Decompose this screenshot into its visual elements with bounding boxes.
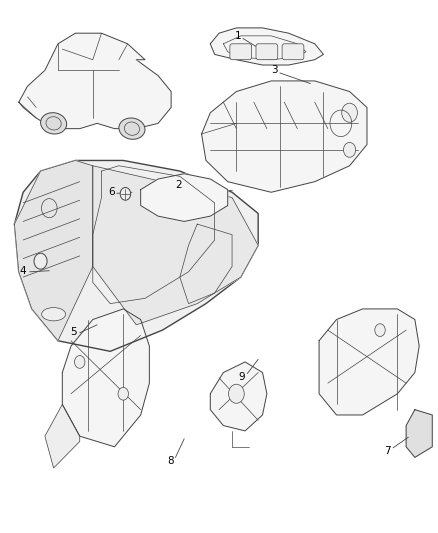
FancyBboxPatch shape	[230, 44, 252, 60]
Polygon shape	[45, 405, 80, 468]
Ellipse shape	[41, 112, 67, 134]
Circle shape	[34, 253, 47, 269]
Polygon shape	[141, 174, 228, 221]
Circle shape	[118, 387, 128, 400]
Text: 2: 2	[176, 180, 182, 190]
Circle shape	[120, 188, 131, 200]
Circle shape	[229, 384, 244, 403]
Text: 9: 9	[238, 372, 245, 382]
Circle shape	[74, 356, 85, 368]
Text: 7: 7	[385, 446, 391, 456]
Polygon shape	[14, 160, 258, 351]
Polygon shape	[406, 410, 432, 457]
Polygon shape	[62, 309, 149, 447]
Text: 3: 3	[272, 66, 278, 75]
Text: 8: 8	[167, 456, 173, 466]
Ellipse shape	[119, 118, 145, 139]
Circle shape	[343, 142, 356, 157]
FancyBboxPatch shape	[282, 44, 304, 60]
FancyBboxPatch shape	[256, 44, 278, 60]
Circle shape	[342, 103, 357, 122]
Polygon shape	[14, 160, 93, 341]
Polygon shape	[210, 362, 267, 431]
Polygon shape	[45, 33, 145, 70]
Ellipse shape	[42, 308, 66, 321]
Text: 5: 5	[70, 327, 77, 337]
Polygon shape	[319, 309, 419, 415]
Text: 4: 4	[20, 266, 26, 276]
Circle shape	[375, 324, 385, 336]
Polygon shape	[93, 166, 258, 325]
Polygon shape	[19, 49, 171, 128]
Text: 1: 1	[234, 31, 241, 41]
Polygon shape	[210, 28, 323, 65]
Text: 6: 6	[108, 187, 114, 197]
Polygon shape	[201, 81, 367, 192]
